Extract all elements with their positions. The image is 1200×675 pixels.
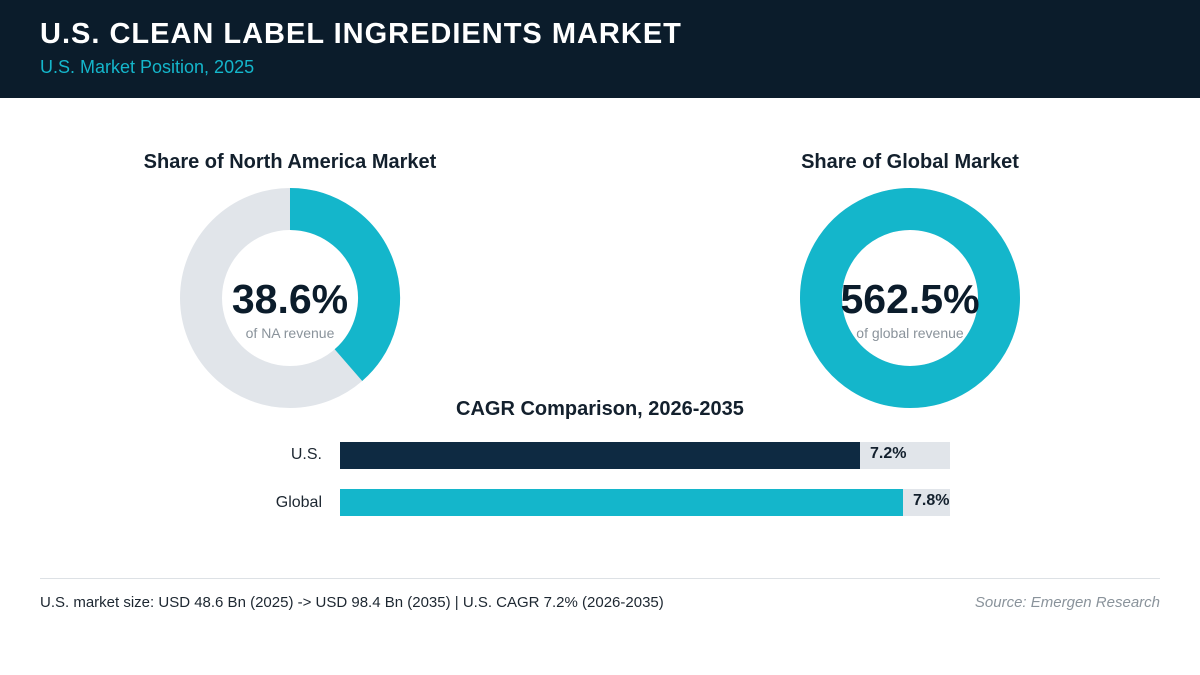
na-share-caption: of NA revenue <box>245 325 335 341</box>
global-share-donut <box>800 188 1020 408</box>
na-donut-title: Share of North America Market <box>143 151 437 173</box>
na-share-value: 38.6% <box>231 276 349 322</box>
bar-value-us: 7.2% <box>870 445 907 462</box>
na-donut-share-arc <box>289 188 400 381</box>
bar-global <box>340 489 903 516</box>
bar-track-us <box>340 442 950 469</box>
bar-value-global: 7.8% <box>913 492 950 509</box>
source-credit: Source: Emergen Research <box>974 594 1160 611</box>
global-donut-title: Share of Global Market <box>801 151 1019 173</box>
page-title: U.S. CLEAN LABEL INGREDIENTS MARKET <box>40 18 682 50</box>
bar-track-global <box>340 489 950 516</box>
global-donut-share-arc <box>800 188 1020 408</box>
bar-label-global: Global <box>275 494 322 511</box>
global-share-value: 562.5% <box>840 276 980 322</box>
na-share-donut <box>180 188 400 408</box>
footer-divider <box>40 578 1160 579</box>
header-bar: U.S. CLEAN LABEL INGREDIENTS MARKET U.S.… <box>0 0 1200 98</box>
page-subtitle: U.S. Market Position, 2025 <box>40 57 255 77</box>
footer-note: U.S. market size: USD 48.6 Bn (2025) -> … <box>40 594 664 611</box>
global-share-caption: of global revenue <box>856 325 964 341</box>
bar-label-us: U.S. <box>290 446 322 463</box>
cagr-chart-title: CAGR Comparison, 2026-2035 <box>456 398 744 420</box>
bar-us <box>340 442 860 469</box>
